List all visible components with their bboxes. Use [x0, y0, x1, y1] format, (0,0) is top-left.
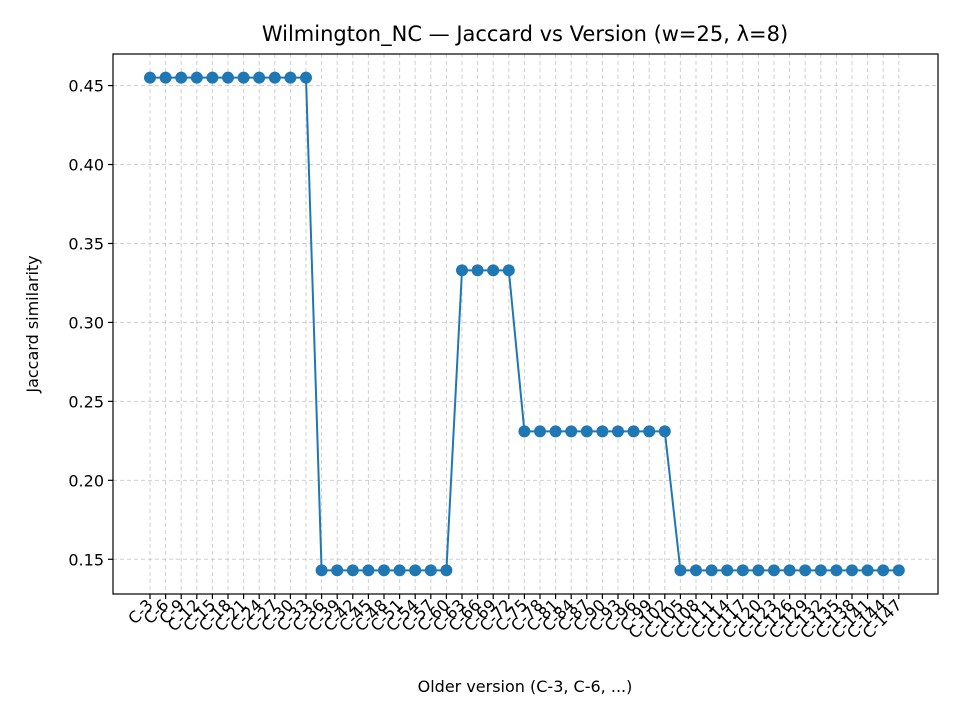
data-point — [783, 564, 796, 577]
data-point — [346, 564, 359, 577]
data-point — [190, 71, 203, 84]
data-point — [612, 425, 624, 438]
data-point — [518, 425, 531, 438]
data-point — [424, 564, 437, 577]
data-point — [658, 425, 671, 438]
data-point — [768, 564, 780, 577]
grid-layer — [113, 54, 938, 594]
data-point — [799, 564, 812, 577]
data-point — [409, 564, 422, 577]
data-point — [144, 71, 156, 84]
data-point — [206, 71, 219, 84]
data-point — [534, 425, 546, 438]
data-point — [565, 425, 578, 438]
x-axis-label: Older version (C-3, C-6, ...) — [418, 677, 633, 696]
data-point — [253, 71, 266, 84]
data-point — [284, 71, 297, 84]
data-point — [378, 564, 390, 577]
data-point — [175, 71, 188, 84]
data-point — [440, 564, 453, 577]
data-point — [705, 564, 718, 577]
y-tick-label: 0.15 — [68, 550, 104, 569]
data-point — [892, 564, 905, 577]
data-point — [846, 564, 858, 577]
plot-frame — [112, 53, 939, 595]
data-point — [814, 564, 827, 577]
data-point — [362, 564, 375, 577]
data-point — [237, 71, 250, 84]
data-point — [627, 425, 640, 438]
data-point — [456, 264, 468, 277]
data-point — [674, 564, 687, 577]
data-point — [549, 425, 562, 438]
data-point — [222, 71, 234, 84]
data-point — [300, 71, 312, 84]
data-point — [502, 264, 515, 277]
data-point — [877, 564, 890, 577]
data-point — [752, 564, 765, 577]
data-point — [159, 71, 172, 84]
data-point — [596, 425, 609, 438]
data-point — [393, 564, 406, 577]
data-point — [861, 564, 874, 577]
data-point — [268, 71, 281, 84]
data-point — [830, 564, 843, 577]
y-tick-label: 0.35 — [68, 234, 104, 253]
y-tick-label: 0.20 — [68, 471, 104, 490]
y-tick-label: 0.30 — [68, 313, 104, 332]
data-point — [471, 264, 484, 277]
chart-title: Wilmington_NC — Jaccard vs Version (w=25… — [262, 22, 788, 47]
data-point — [487, 264, 500, 277]
data-point — [690, 564, 702, 577]
data-point — [643, 425, 656, 438]
data-point — [315, 564, 328, 577]
y-tick-label: 0.40 — [68, 156, 104, 175]
data-point — [580, 425, 593, 438]
y-tick-label: 0.45 — [68, 77, 104, 96]
y-axis-label: Jaccard similarity — [23, 255, 42, 393]
tick-layer: 0.150.200.250.300.350.400.45C-3C-6C-9C-1… — [68, 77, 905, 643]
data-point — [736, 564, 749, 577]
y-tick-label: 0.25 — [68, 392, 104, 411]
data-point — [721, 564, 734, 577]
series-layer — [144, 71, 905, 577]
data-point — [331, 564, 344, 577]
